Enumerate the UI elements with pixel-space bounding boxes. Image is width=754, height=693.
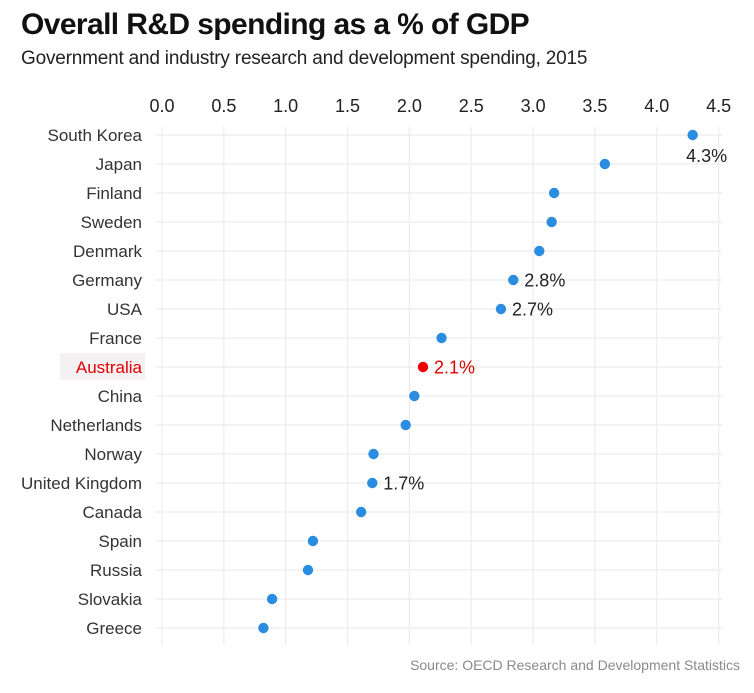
data-point — [546, 216, 557, 228]
x-tick-label: 2.0 — [397, 96, 422, 116]
x-tick-label: 3.5 — [582, 96, 607, 116]
y-tick-label: France — [89, 329, 142, 348]
x-tick-label: 3.0 — [521, 96, 546, 116]
highlight-label-background — [60, 353, 145, 380]
y-tick-label: Finland — [86, 184, 142, 203]
y-tick-label: Spain — [99, 532, 142, 551]
y-tick-label: Greece — [86, 619, 142, 638]
y-tick-label: Slovakia — [78, 590, 143, 609]
data-point — [258, 622, 269, 634]
data-point — [355, 506, 367, 518]
data-point — [368, 448, 379, 460]
y-tick-label: Norway — [84, 445, 142, 464]
y-tick-label: United Kingdom — [21, 474, 142, 493]
x-axis-ticks: 0.0 0.5 1.0 1.5 2.0 2.5 3.0 3.5 4.0 4.5 — [149, 96, 731, 116]
data-point — [266, 593, 278, 605]
data-label: 2.7% — [512, 300, 553, 320]
x-tick-label: 0.0 — [149, 96, 174, 116]
data-label: 2.8% — [524, 271, 565, 291]
y-tick-label: Netherlands — [50, 416, 142, 435]
data-label: 2.1% — [434, 358, 475, 378]
x-tick-label: 4.0 — [644, 96, 669, 116]
data-points — [258, 129, 698, 634]
y-tick-label: Canada — [82, 503, 142, 522]
y-tick-label: Sweden — [81, 213, 142, 232]
y-tick-label: Russia — [90, 561, 143, 580]
data-point — [409, 390, 420, 402]
data-point — [508, 274, 519, 286]
x-tick-label: 0.5 — [211, 96, 236, 116]
data-label: 4.3% — [686, 146, 727, 166]
data-point — [548, 187, 560, 199]
data-point — [302, 564, 314, 576]
chart-title: Overall R&D spending as a % of GDP — [21, 8, 530, 41]
data-point — [495, 303, 507, 315]
y-tick-label: Denmark — [73, 242, 142, 261]
y-tick-label-highlight: Australia — [76, 358, 143, 377]
x-tick-label: 4.5 — [706, 96, 731, 116]
data-point — [367, 477, 378, 489]
data-point-highlight — [417, 361, 429, 373]
data-annotations: 4.3% 2.8% 2.7% 2.1% 1.7% — [383, 146, 727, 494]
y-tick-label: South Korea — [47, 126, 142, 145]
chart-subtitle: Government and industry research and dev… — [21, 48, 588, 69]
y-tick-label: Japan — [96, 155, 142, 174]
data-point — [687, 129, 698, 141]
x-tick-label: 1.0 — [273, 96, 298, 116]
source-note: Source: OECD Research and Development St… — [410, 657, 740, 673]
data-point — [599, 158, 611, 170]
grid — [156, 127, 722, 645]
y-tick-label: Germany — [72, 271, 142, 290]
data-point — [534, 245, 545, 257]
y-tick-label: USA — [107, 300, 143, 319]
data-label: 1.7% — [383, 474, 424, 494]
data-point — [307, 535, 319, 547]
y-axis-labels: South Korea Japan Finland Sweden Denmark Germ… — [21, 126, 145, 638]
x-tick-label: 1.5 — [335, 96, 360, 116]
y-tick-label: China — [98, 387, 143, 406]
data-point — [400, 419, 411, 431]
data-point — [436, 332, 447, 344]
x-tick-label: 2.5 — [459, 96, 484, 116]
